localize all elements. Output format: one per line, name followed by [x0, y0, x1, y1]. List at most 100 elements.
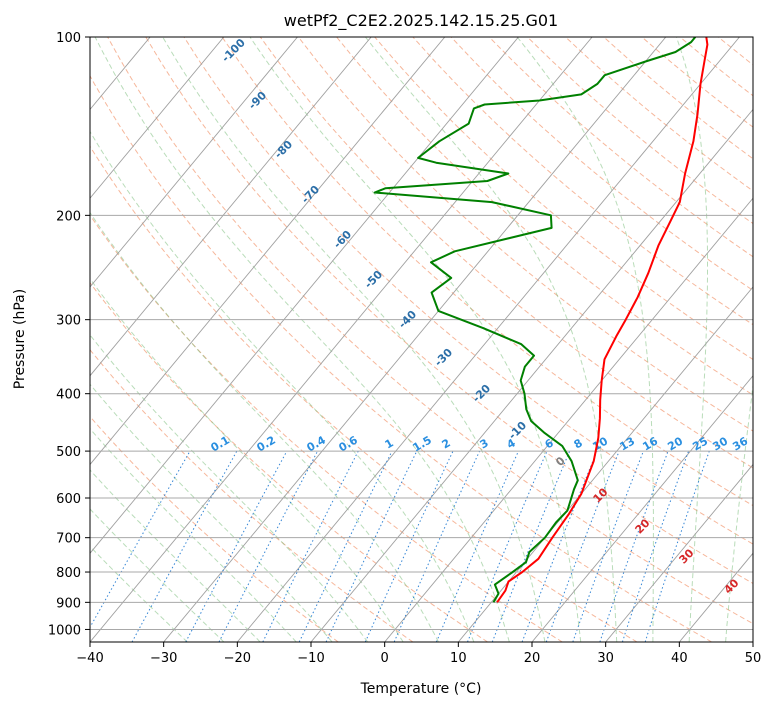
x-axis-ticks: −40 −30 −20 −10 0 10 20 30 40 50 — [76, 642, 761, 666]
isotherm — [90, 37, 372, 377]
moist-adiabat — [94, 37, 510, 642]
isotherm-label: -70 — [299, 183, 322, 206]
dry-adiabat — [641, 37, 753, 128]
mixing-ratio-label: 20 — [665, 434, 685, 453]
moist-adiabat — [90, 427, 297, 642]
isotherm-label: -80 — [272, 138, 295, 161]
y-tick-label: 700 — [56, 532, 81, 547]
isotherm — [310, 108, 753, 642]
moist-adiabat — [90, 211, 439, 642]
isotherm — [531, 375, 753, 642]
x-tick-label: 20 — [524, 651, 541, 666]
isotherm-label: -40 — [396, 308, 419, 331]
isotherm-label: -30 — [432, 346, 455, 369]
dry-adiabat — [450, 37, 753, 292]
moist-adiabat-label: 10 — [591, 485, 611, 505]
sounding-line-1 — [496, 37, 709, 603]
y-tick-label: 400 — [56, 388, 81, 403]
mixing-ratio-line — [491, 450, 571, 642]
mixing-ratio-line — [644, 450, 710, 642]
sounding-lines — [373, 37, 709, 603]
mixing-ratio-label: 25 — [690, 435, 710, 454]
y-tick-label: 1000 — [48, 623, 81, 638]
isotherm — [384, 197, 753, 642]
x-tick-label: −30 — [150, 651, 177, 666]
x-tick-label: 30 — [597, 651, 614, 666]
dry-adiabat — [90, 415, 339, 642]
dry-adiabat — [90, 348, 414, 642]
isotherm — [90, 37, 519, 554]
x-tick-label: 40 — [671, 651, 688, 666]
dry-adiabat — [756, 37, 775, 642]
moist-adiabat-label: 0 — [553, 454, 568, 469]
moist-adiabat — [90, 277, 404, 642]
moist-adiabat — [90, 469, 261, 642]
x-tick-label: 10 — [450, 651, 467, 666]
mixing-ratio-label: 8 — [572, 436, 585, 451]
dry-adiabat — [374, 37, 753, 361]
mixing-ratio-line — [262, 450, 359, 642]
isotherm — [236, 37, 740, 642]
y-tick-label: 100 — [56, 31, 81, 46]
isotherm — [457, 286, 753, 642]
mixing-ratio-line — [572, 450, 644, 642]
isotherm — [90, 37, 593, 642]
x-tick-label: −20 — [224, 651, 251, 666]
y-axis-label: Pressure (hPa) — [12, 289, 28, 389]
y-tick-label: 800 — [56, 566, 81, 581]
moist-adiabat — [90, 130, 475, 642]
moist-adiabat-label: 40 — [722, 576, 742, 596]
isotherm — [605, 463, 753, 642]
dry-adiabat — [259, 37, 753, 469]
dry-adiabat — [90, 214, 563, 642]
moist-adiabat-labels: 0 10 20 30 40 — [553, 454, 742, 597]
dry-adiabat — [107, 37, 753, 625]
dry-adiabat — [412, 37, 753, 326]
x-tick-label: 50 — [745, 651, 762, 666]
mixing-ratio-line — [467, 450, 548, 642]
mixing-ratio-line — [131, 450, 238, 642]
mixing-ratio-label: 30 — [710, 434, 730, 453]
mixing-ratio-label: 13 — [617, 435, 637, 454]
plot-frame — [89, 36, 754, 643]
mixing-ratio-label: 1 — [383, 436, 396, 451]
mixing-ratio-line — [521, 450, 598, 642]
moist-adiabat — [162, 37, 546, 642]
isotherm-labels: -100-90-80-70-60-50-40-30-20-10 — [219, 36, 529, 442]
dry-adiabat — [90, 145, 638, 642]
dry-adiabat — [90, 74, 712, 642]
isotherm-label: -90 — [246, 89, 269, 112]
moist-adiabat — [90, 334, 369, 642]
pressure-grid — [90, 37, 753, 630]
y-tick-label: 600 — [56, 492, 81, 507]
x-axis-label: Temperature (°C) — [360, 681, 482, 697]
isotherm — [0, 37, 3, 642]
dry-adiabat — [90, 281, 488, 642]
moist-adiabat-label: 30 — [677, 546, 697, 566]
moist-adiabat — [516, 37, 654, 642]
mixing-ratio-line — [393, 450, 481, 642]
isotherm — [90, 37, 225, 199]
isotherm-label: -50 — [362, 268, 385, 291]
isotherm — [90, 37, 298, 288]
mixing-ratio-line — [545, 450, 620, 642]
isotherm-label: -20 — [470, 382, 493, 405]
mixing-ratio-line — [621, 450, 690, 642]
moist-adiabat — [90, 383, 333, 642]
moist-adiabat-label: 20 — [633, 516, 653, 536]
mixing-ratio-label: 36 — [730, 434, 750, 453]
mixing-ratio-line — [435, 450, 519, 642]
moist-adiabat — [90, 508, 225, 642]
dry-adiabat — [565, 37, 753, 192]
isotherm — [90, 37, 446, 466]
isotherm-label: -60 — [331, 228, 354, 251]
moist-adiabat — [675, 37, 708, 642]
isotherm — [678, 552, 753, 642]
x-tick-label: 0 — [381, 651, 389, 666]
y-tick-label: 500 — [56, 445, 81, 460]
sounding-line-2 — [373, 37, 697, 603]
mixing-ratio-label: 3 — [478, 436, 491, 451]
moist-adiabat — [725, 382, 753, 642]
x-tick-label: −10 — [297, 651, 324, 666]
